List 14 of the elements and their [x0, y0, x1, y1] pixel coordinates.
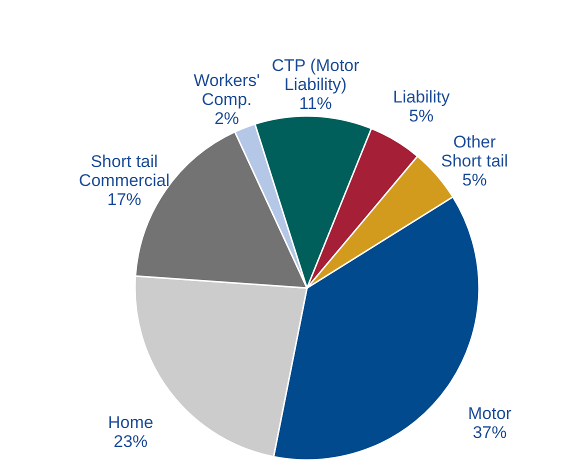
slice-label: Motor	[468, 404, 512, 424]
data-label: 11%	[299, 94, 332, 114]
data-label: 23%	[114, 432, 148, 451]
slice-label: CTP (Motor Liability)	[272, 56, 360, 94]
data-label: 37%	[472, 423, 507, 442]
data-label: 5%	[409, 106, 434, 126]
slice-label: Other Short tail	[441, 132, 508, 170]
data-label: 5%	[462, 170, 487, 190]
slice-label: Home	[108, 412, 154, 432]
data-label: 2%	[214, 109, 240, 128]
slice-label: Liability	[392, 88, 450, 107]
slice-label: Workers' Comp.	[194, 71, 260, 110]
data-label: 17%	[107, 190, 142, 209]
slice-label: Short tail Commercial	[78, 152, 170, 190]
